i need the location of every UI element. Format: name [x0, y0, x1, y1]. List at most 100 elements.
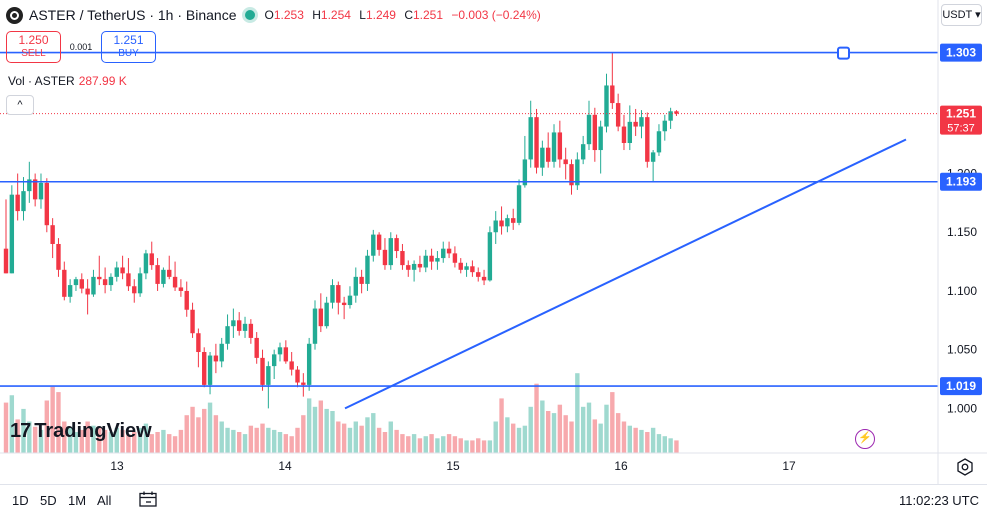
candle-body [621, 126, 627, 143]
volume-bar [67, 426, 73, 453]
candle-body [15, 194, 20, 212]
calendar-icon[interactable] [139, 491, 157, 507]
volume-bar [38, 429, 44, 453]
candle-body [85, 288, 90, 295]
candle-body [481, 276, 487, 281]
open-value: 1.253 [273, 8, 304, 22]
volume-bar [155, 432, 160, 453]
candle-body [662, 120, 667, 132]
candle-body [353, 276, 358, 296]
candle-body [27, 179, 32, 192]
candle-body [371, 234, 376, 256]
volume-bar [15, 419, 20, 453]
volume-bar [137, 427, 143, 453]
candle-body [598, 126, 603, 151]
price-change: −0.003 (−0.24%) [451, 8, 541, 22]
volume-bar [674, 440, 679, 453]
sell-price: 1.250 [18, 33, 49, 47]
trade-panel: 1.250 SELL 0.001 1.251 BUY [6, 31, 156, 63]
volume-bar [172, 436, 178, 453]
candle-body [254, 337, 259, 358]
candle-body [178, 287, 184, 291]
candle-body [196, 333, 201, 353]
price-chart[interactable]: 1.0001.0501.1001.1501.20013141516171.251… [0, 0, 987, 484]
volume-bar [423, 436, 428, 453]
candle-body [417, 263, 423, 268]
volume-bar [604, 404, 609, 453]
volume-bar [429, 434, 434, 453]
candle-body [155, 265, 160, 284]
candle-body [540, 147, 545, 168]
candle-body [615, 103, 621, 127]
volume-bar [668, 438, 673, 453]
symbol-header: ASTER / TetherUS · 1h · Binance O1.253 H… [6, 4, 546, 26]
watermark-text: TradingView [34, 420, 152, 442]
lightning-icon[interactable]: ⚡ [855, 429, 875, 449]
timeframe-5d[interactable]: 5D [40, 493, 57, 508]
volume-bar [417, 438, 423, 453]
candle-body [627, 121, 633, 143]
volume-bar [540, 400, 545, 453]
volume-bar [318, 400, 324, 453]
candle-body [575, 159, 580, 186]
candle-body [545, 147, 551, 162]
chart-settings-icon[interactable] [956, 458, 974, 476]
volume-bar [505, 417, 510, 453]
utc-clock[interactable]: 11:02:23 UTC [899, 493, 979, 508]
volume-bar [44, 400, 50, 453]
y-tick-label: 1.100 [947, 284, 977, 298]
candle-body [114, 267, 119, 277]
x-tick-label: 17 [782, 459, 796, 473]
volume-bar [610, 392, 615, 453]
buy-button[interactable]: 1.251 BUY [101, 31, 156, 63]
volume-bar [161, 429, 166, 453]
low-value: 1.249 [365, 8, 396, 22]
candle-body [610, 85, 615, 104]
candle-body [283, 347, 289, 362]
hline-price-badge [940, 172, 982, 191]
candle-body [441, 248, 446, 259]
timeframe-all[interactable]: All [97, 493, 112, 508]
volume-bar [143, 423, 149, 453]
candle-body [38, 182, 44, 200]
spread-value: 0.001 [69, 42, 93, 52]
volume-bar [120, 429, 125, 453]
volume-bar [9, 395, 15, 453]
volume-bar [219, 421, 224, 453]
volume-bar [237, 432, 242, 453]
timeframe-1m[interactable]: 1M [68, 493, 87, 508]
volume-bar [102, 429, 108, 453]
currency-select[interactable]: USDT ▾ [941, 4, 982, 26]
volume-bar [184, 415, 189, 453]
aster-logo-icon [6, 6, 23, 24]
candle-body [604, 85, 609, 127]
volume-bar [260, 423, 265, 453]
volume-bar [452, 436, 458, 453]
volume-bar [621, 421, 627, 453]
candle-body [499, 220, 504, 227]
candle-body [271, 354, 277, 367]
candle-body [365, 255, 370, 284]
candle-body [79, 279, 84, 289]
volume-bar [435, 438, 440, 453]
symbol-title[interactable]: ASTER / TetherUS · 1h · Binance [29, 7, 237, 23]
collapse-legend-button[interactable]: ^ [6, 95, 34, 115]
volume-bar [592, 419, 598, 453]
candle-body [260, 357, 265, 385]
volume-bar [149, 434, 154, 453]
candle-body [534, 117, 539, 168]
volume-bar [254, 427, 259, 453]
candle-body [446, 248, 452, 254]
timeframe-1d[interactable]: 1D [12, 493, 29, 508]
candle-body [44, 182, 50, 226]
candle-body [132, 286, 137, 294]
candle-body [435, 258, 440, 262]
volume-bar [493, 421, 498, 453]
support-trendline [344, 138, 907, 410]
candle-body [202, 352, 207, 385]
candle-body [231, 320, 236, 327]
candle-body [32, 179, 38, 200]
hline-price-badge [940, 377, 982, 396]
sell-button[interactable]: 1.250 SELL [6, 31, 61, 63]
volume-bar [639, 429, 644, 453]
